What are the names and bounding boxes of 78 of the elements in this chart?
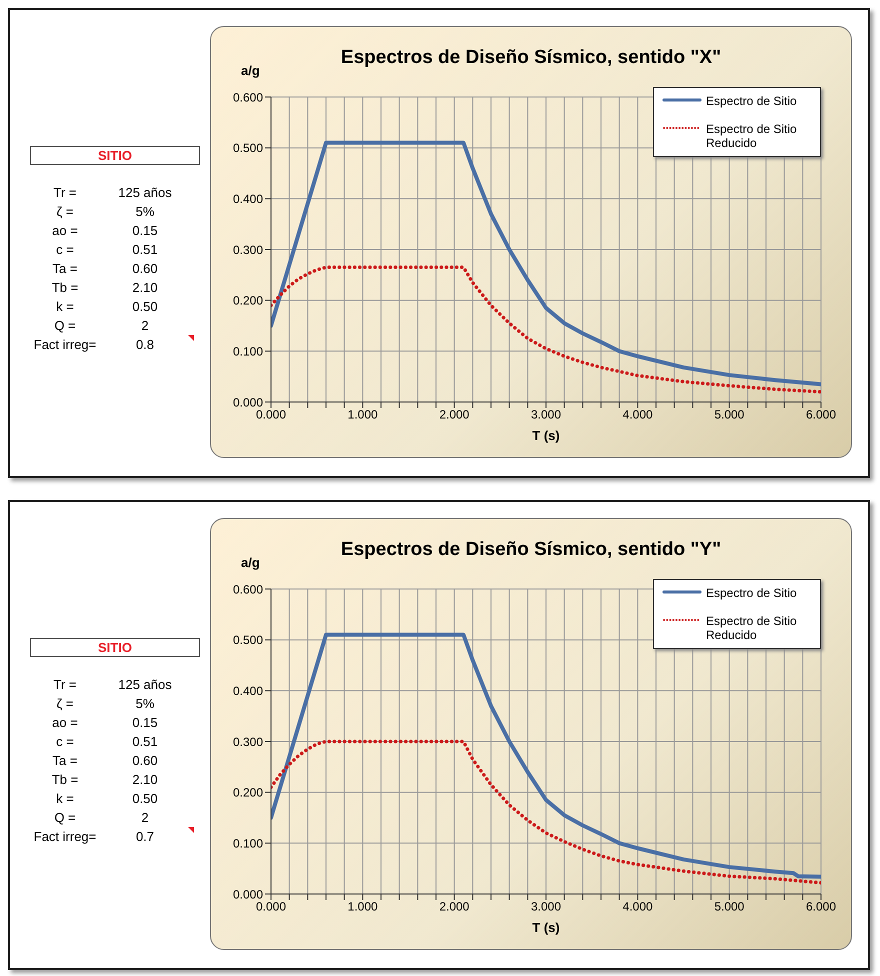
text: 125 años xyxy=(117,676,173,694)
y-tick-label: 0.300 xyxy=(232,734,264,749)
text: Tb = xyxy=(50,279,80,297)
text: Tb = xyxy=(50,771,80,789)
x-axis-title: T (s) xyxy=(531,428,561,443)
text: 0.50 xyxy=(131,790,159,808)
text: 0.15 xyxy=(131,222,159,240)
text: c = xyxy=(55,733,75,751)
x-tick-label: 0.000 xyxy=(256,408,286,422)
x-tick-label: 6.000 xyxy=(806,900,836,914)
text: k = xyxy=(55,790,75,808)
x-tick-label: 3.000 xyxy=(530,900,562,914)
text: 0.51 xyxy=(131,241,159,259)
x-tick-label: 2.000 xyxy=(439,408,470,422)
y-tick-label: 0.600 xyxy=(232,582,264,596)
y-axis-title: a/g xyxy=(241,555,260,570)
y-tick-label: 0.400 xyxy=(232,192,264,206)
legend-label: Espectro de Sitio Reducido xyxy=(706,122,798,150)
text: ao = xyxy=(51,714,79,732)
y-tick-label: 0.300 xyxy=(232,242,264,257)
text: Ta = xyxy=(52,752,78,770)
chart-title: Espectros de Diseño Sísmico, sentido "X" xyxy=(340,47,722,68)
x-tick-label: 5.000 xyxy=(714,900,745,914)
x-tick-label: 5.000 xyxy=(714,408,745,422)
line-series xyxy=(271,740,821,885)
text: c = xyxy=(55,241,75,259)
text: SITIO xyxy=(30,638,200,657)
text: ζ = xyxy=(56,203,74,221)
text: 0.15 xyxy=(131,714,159,732)
y-tick-label: 0.200 xyxy=(232,294,264,308)
text: Ta = xyxy=(52,260,78,278)
text: SITIO xyxy=(30,146,200,165)
legend-label: Espectro de Sitio xyxy=(706,586,797,600)
text: 0.51 xyxy=(131,733,159,751)
legend-label: Espectro de Sitio Reducido xyxy=(706,614,798,642)
x-tick-label: 1.000 xyxy=(348,900,378,914)
y-tick-label: 0.200 xyxy=(232,786,264,800)
text: 5% xyxy=(134,203,156,221)
y-tick-label: 0.000 xyxy=(232,887,264,902)
text: Q = xyxy=(53,809,77,827)
text: 2 xyxy=(140,317,150,335)
y-tick-label: 0.100 xyxy=(232,836,264,850)
y-tick-label: 0.400 xyxy=(232,684,264,698)
text: Fact irreg= xyxy=(32,336,98,354)
text: ao = xyxy=(51,222,79,240)
text: 2.10 xyxy=(131,279,159,297)
y-tick-label: 0.000 xyxy=(232,395,264,410)
text: k = xyxy=(55,298,75,316)
y-tick-label: 0.500 xyxy=(232,633,264,648)
text: 0.60 xyxy=(131,260,159,278)
chart-title: Espectros de Diseño Sísmico, sentido "Y" xyxy=(340,539,722,560)
text: Q = xyxy=(53,317,77,335)
text: 0.8 xyxy=(134,336,156,354)
y-tick-label: 0.100 xyxy=(232,344,264,358)
text: 2.10 xyxy=(131,771,159,789)
text: 0.7 xyxy=(134,828,156,846)
text: 125 años xyxy=(117,184,173,202)
x-tick-label: 1.000 xyxy=(348,408,378,422)
text: Fact irreg= xyxy=(32,828,98,846)
line-series xyxy=(271,266,821,394)
text: Tr = xyxy=(52,184,78,202)
text: 5% xyxy=(134,695,156,713)
x-tick-label: 6.000 xyxy=(806,408,836,422)
y-tick-label: 0.600 xyxy=(232,90,264,104)
y-axis-title: a/g xyxy=(241,63,260,78)
text: Tr = xyxy=(52,676,78,694)
x-axis-title: T (s) xyxy=(531,920,561,935)
text: 2 xyxy=(140,809,150,827)
y-tick-label: 0.500 xyxy=(232,141,264,156)
text: 0.60 xyxy=(131,752,159,770)
x-tick-label: 2.000 xyxy=(439,900,470,914)
x-tick-label: 0.000 xyxy=(256,900,286,914)
legend-label: Espectro de Sitio xyxy=(706,94,797,108)
text: ζ = xyxy=(56,695,74,713)
x-tick-label: 4.000 xyxy=(622,900,654,914)
x-tick-label: 3.000 xyxy=(530,408,562,422)
x-tick-label: 4.000 xyxy=(622,408,654,422)
text: 0.50 xyxy=(131,298,159,316)
